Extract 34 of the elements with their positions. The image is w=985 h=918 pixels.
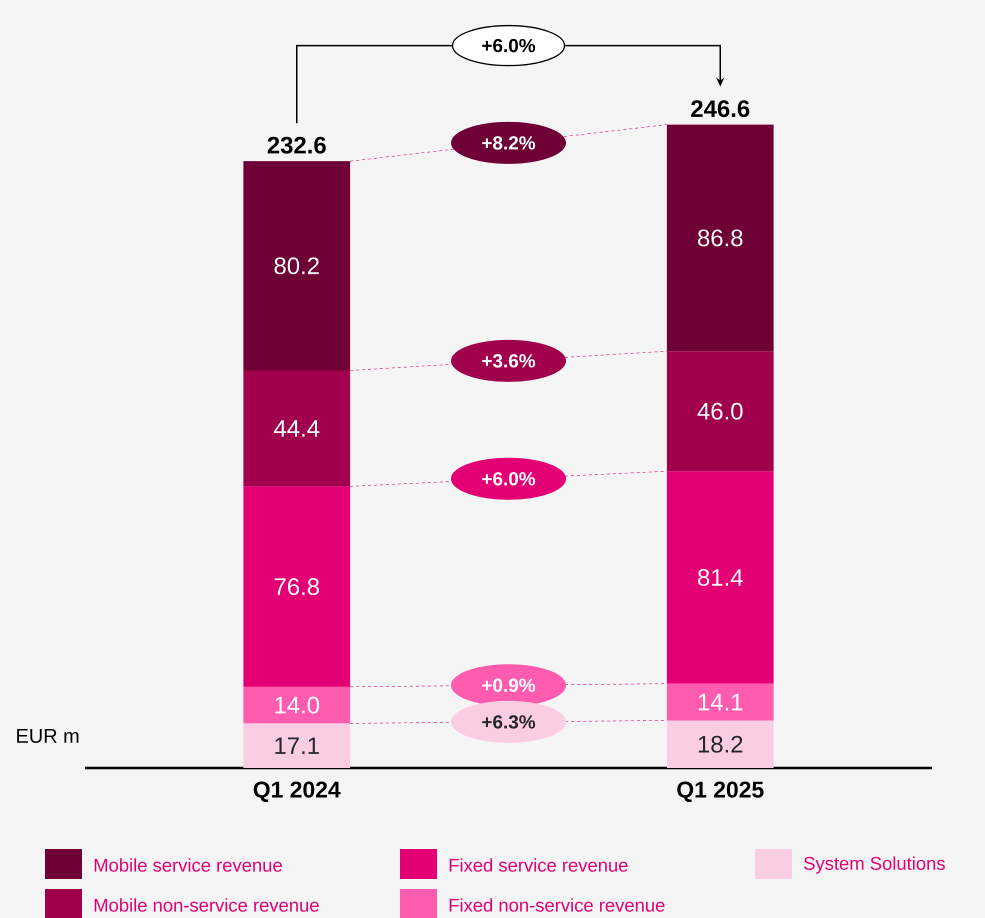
bar (243, 686, 350, 724)
bar (243, 161, 350, 370)
data-label: 81.4 (698, 569, 743, 586)
data-label: 14.1 (698, 694, 742, 710)
data-label: 44.4 (274, 420, 320, 437)
bar (243, 370, 350, 486)
legend-label: Mobile service revenue (94, 858, 282, 872)
data-label: 76.8 (274, 578, 319, 596)
annotation: +8.2% (482, 136, 536, 150)
bar (666, 720, 774, 768)
legend-label: Mobile non-service revenue (94, 898, 319, 912)
annotation: +3.6% (482, 354, 536, 368)
data-label: 17.1 (275, 737, 319, 754)
total-label: 232.6 (268, 136, 326, 154)
data-label: 46.0 (698, 402, 743, 420)
annotation: +6.0% (482, 472, 536, 486)
data-label: 80.2 (274, 257, 319, 274)
text: EUR m (17, 729, 78, 743)
annotation: +0.9% (482, 678, 536, 692)
x-tick-label: Q1 2024 (254, 782, 341, 802)
data-label: 14.0 (275, 696, 320, 714)
data-label: 86.8 (698, 229, 742, 246)
legend-label: Fixed service revenue (450, 858, 628, 872)
text: +6.0% (482, 38, 536, 52)
bar (666, 351, 774, 472)
annotation: +6.3% (482, 715, 536, 729)
data-label: 18.2 (698, 736, 742, 753)
bar (666, 124, 774, 352)
bar (666, 684, 774, 720)
legend-label: System Solutions (804, 856, 945, 874)
x-tick-label: Q1 2025 (677, 782, 764, 802)
total-label: 246.6 (691, 100, 750, 118)
bar (243, 723, 350, 768)
legend-label: Fixed non-service revenue (450, 898, 665, 912)
